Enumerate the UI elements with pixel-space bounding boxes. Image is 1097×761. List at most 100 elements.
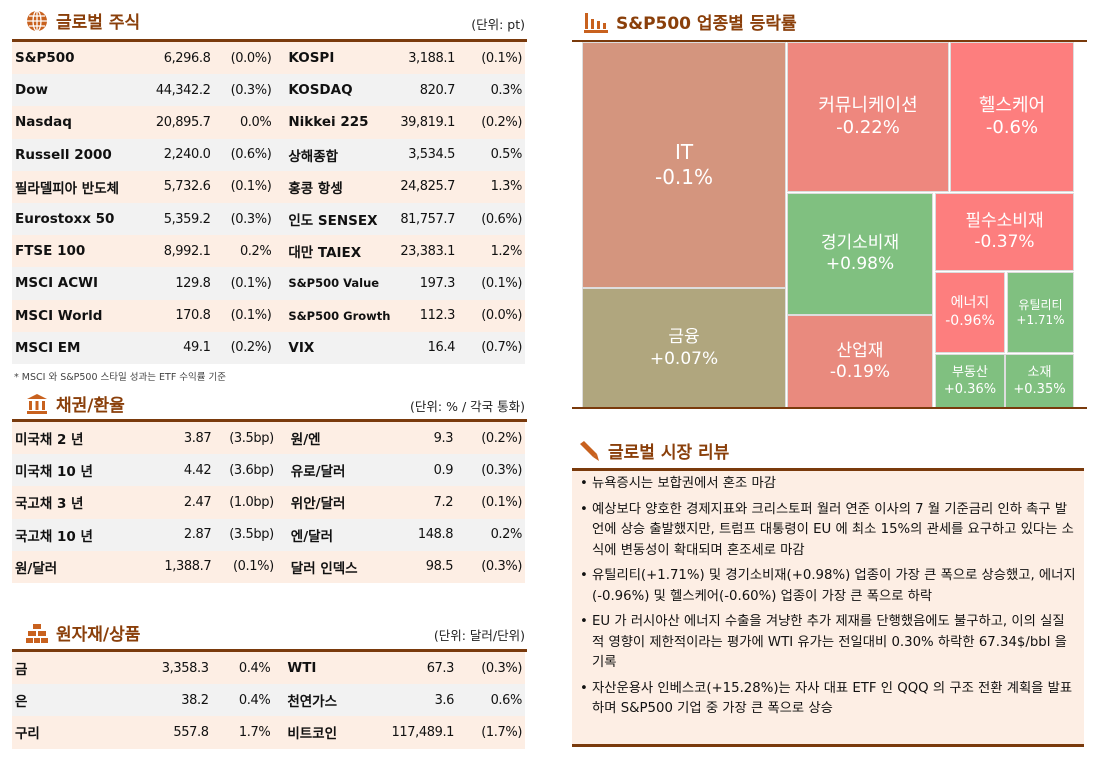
treemap-cell: 금융 +0.07% <box>582 288 786 409</box>
cell-value: 49.1 <box>183 340 211 356</box>
cell-change: (1.7%) <box>481 724 522 740</box>
cell-change: (0.2%) <box>481 430 522 446</box>
cell-change: (0.3%) <box>230 82 272 98</box>
cell-change: (0.6%) <box>481 211 522 227</box>
bonds-header: 채권/환율 <box>26 391 125 416</box>
equities-table: S&P500 6,296.8 (0.0%) KOSPI 3,188.1 (0.1%) Dow… <box>12 42 525 364</box>
sector-name: 소재 <box>1027 365 1052 381</box>
sector-change: -0.19% <box>829 362 891 382</box>
cell-change: (0.1%) <box>481 50 522 66</box>
table-row: Eurostoxx 50 5,359.2 (0.3%) 인도 SENSEX 81,757… <box>12 202 525 236</box>
cell-change: (3.5bp) <box>229 527 274 543</box>
review-title: 글로벌 시장 리뷰 <box>608 443 730 463</box>
cell-change: (0.0%) <box>481 308 522 324</box>
treemap-cell: 경기소비재 +0.98% <box>787 193 933 315</box>
cell-value: 1,388.7 <box>164 559 212 575</box>
cell-name: 위안/달러 <box>290 496 346 513</box>
cell-change: (0.2%) <box>230 340 272 356</box>
cell-value: 16.4 <box>427 340 456 356</box>
treemap-cell: IT -0.1% <box>582 42 786 288</box>
cell-name: KOSDAQ <box>288 82 353 99</box>
cell-value: 129.8 <box>175 275 211 291</box>
cell-name: 국고채 10 년 <box>15 528 93 545</box>
sector-name: 경기소비재 <box>820 232 900 253</box>
cell-change: (3.5bp) <box>229 430 274 446</box>
sector-change: +1.71% <box>1016 312 1065 327</box>
treemap-cell: 필수소비재 -0.37% <box>935 193 1074 271</box>
cell-change: (0.1%) <box>230 179 272 195</box>
table-row: 국고채 10 년 2.87 (3.5bp) 엔/달러 148.8 0.2% <box>12 518 525 551</box>
cell-value: 2.47 <box>183 494 212 510</box>
table-row: 구리 557.8 1.7% 비트코인 117,489.1 (1.7%) <box>12 716 525 749</box>
cell-change: 0.2% <box>490 527 523 543</box>
cell-change: (0.1%) <box>233 559 274 575</box>
cell-name: 유로/달러 <box>290 464 346 481</box>
cell-change: (0.1%) <box>481 494 522 510</box>
cell-value: 2,240.0 <box>163 147 211 163</box>
review-item: 뉴욕증시는 보합권에서 혼조 마감 <box>580 474 1076 495</box>
cell-value: 3,358.3 <box>161 660 209 676</box>
table-row: S&P500 6,296.8 (0.0%) KOSPI 3,188.1 (0.1%) <box>12 42 525 75</box>
cell-name: 비트코인 <box>287 726 338 743</box>
bank-icon <box>27 393 47 414</box>
cell-name: 원/달러 <box>15 560 58 577</box>
cell-name: KOSPI <box>288 50 335 67</box>
table-row: 원/달러 1,388.7 (0.1%) 달러 인덱스 98.5 (0.3%) <box>12 550 525 583</box>
cell-value: 3.6 <box>434 692 455 708</box>
cell-change: 0.6% <box>490 692 523 708</box>
cell-change: (3.6bp) <box>229 462 274 478</box>
treemap-cell: 에너지 -0.96% <box>935 272 1005 353</box>
cell-value: 112.3 <box>419 308 456 324</box>
sector-name: 커뮤니케이션 <box>818 94 918 116</box>
cell-value: 8,992.1 <box>163 243 211 259</box>
cell-value: 81,757.7 <box>400 211 456 227</box>
cell-value: 3,534.5 <box>408 147 456 163</box>
cell-value: 557.8 <box>173 724 209 740</box>
sector-name: 산업재 <box>836 340 884 361</box>
cell-change: (0.7%) <box>481 340 522 356</box>
cell-change: (0.1%) <box>481 275 522 291</box>
cell-name: 상해종합 <box>288 148 339 165</box>
sector-change: -0.6% <box>985 117 1039 138</box>
cell-value: 6,296.8 <box>163 50 211 66</box>
commodities-title: 원자재/상품 <box>56 625 141 645</box>
cell-name: 금 <box>15 662 28 679</box>
cell-value: 197.3 <box>419 275 456 291</box>
cell-name: S&P500 <box>15 50 75 67</box>
sector-name: 금융 <box>668 327 700 348</box>
commodities-unit: (단위: 달러/단위) <box>433 628 525 643</box>
cell-name: 인도 SENSEX <box>288 213 378 230</box>
table-row: 은 38.2 0.4% 천연가스 3.6 0.6% <box>12 684 525 717</box>
review-item: 예상보다 양호한 경제지표와 크리스토퍼 월러 연준 이사의 7 월 기준금리 … <box>580 500 1076 562</box>
cell-value: 4.42 <box>183 462 212 478</box>
cell-name: Dow <box>15 82 48 99</box>
cell-change: (0.2%) <box>481 114 522 130</box>
sector-change: +0.35% <box>1013 381 1066 397</box>
review-box: 뉴욕증시는 보합권에서 혼조 마감예상보다 양호한 경제지표와 크리스토퍼 월러… <box>572 468 1084 747</box>
sector-change: +0.07% <box>649 348 719 369</box>
sector-name: 부동산 <box>952 365 988 381</box>
cell-value: 0.9 <box>433 462 454 478</box>
cell-name: 홍콩 항셍 <box>288 180 343 197</box>
cell-value: 20,895.7 <box>155 114 211 130</box>
commodities-header: 원자재/상품 <box>26 620 140 645</box>
cell-change: 0.2% <box>239 243 272 259</box>
cell-name: S&P500 Value <box>288 276 380 291</box>
sector-name: 에너지 <box>950 295 990 311</box>
cell-change: 1.3% <box>490 179 523 195</box>
treemap-cell: 산업재 -0.19% <box>787 315 933 409</box>
table-row: 금 3,358.3 0.4% WTI 67.3 (0.3%) <box>12 652 525 685</box>
review-item: 유틸리티(+1.71%) 및 경기소비재(+0.98%) 업종이 가장 큰 폭으… <box>580 566 1076 607</box>
cell-name: 천연가스 <box>287 694 338 711</box>
sector-name: 필수소비재 <box>965 210 1044 231</box>
equities-note: * MSCI 와 S&P500 스타일 성과는 ETF 수익률 기준 <box>14 372 227 383</box>
bar-chart-icon <box>584 12 608 33</box>
globe-icon <box>27 9 47 32</box>
cell-name: 엔/달러 <box>290 528 333 545</box>
cell-value: 24,825.7 <box>400 179 456 195</box>
cell-change: 1.2% <box>490 243 523 259</box>
sector-change: -0.96% <box>945 312 995 329</box>
treemap-cell: 부동산 +0.36% <box>935 354 1005 409</box>
sector-name: 헬스케어 <box>978 94 1046 116</box>
table-row: 미국채 2 년 3.87 (3.5bp) 원/엔 9.3 (0.2%) <box>12 422 525 455</box>
